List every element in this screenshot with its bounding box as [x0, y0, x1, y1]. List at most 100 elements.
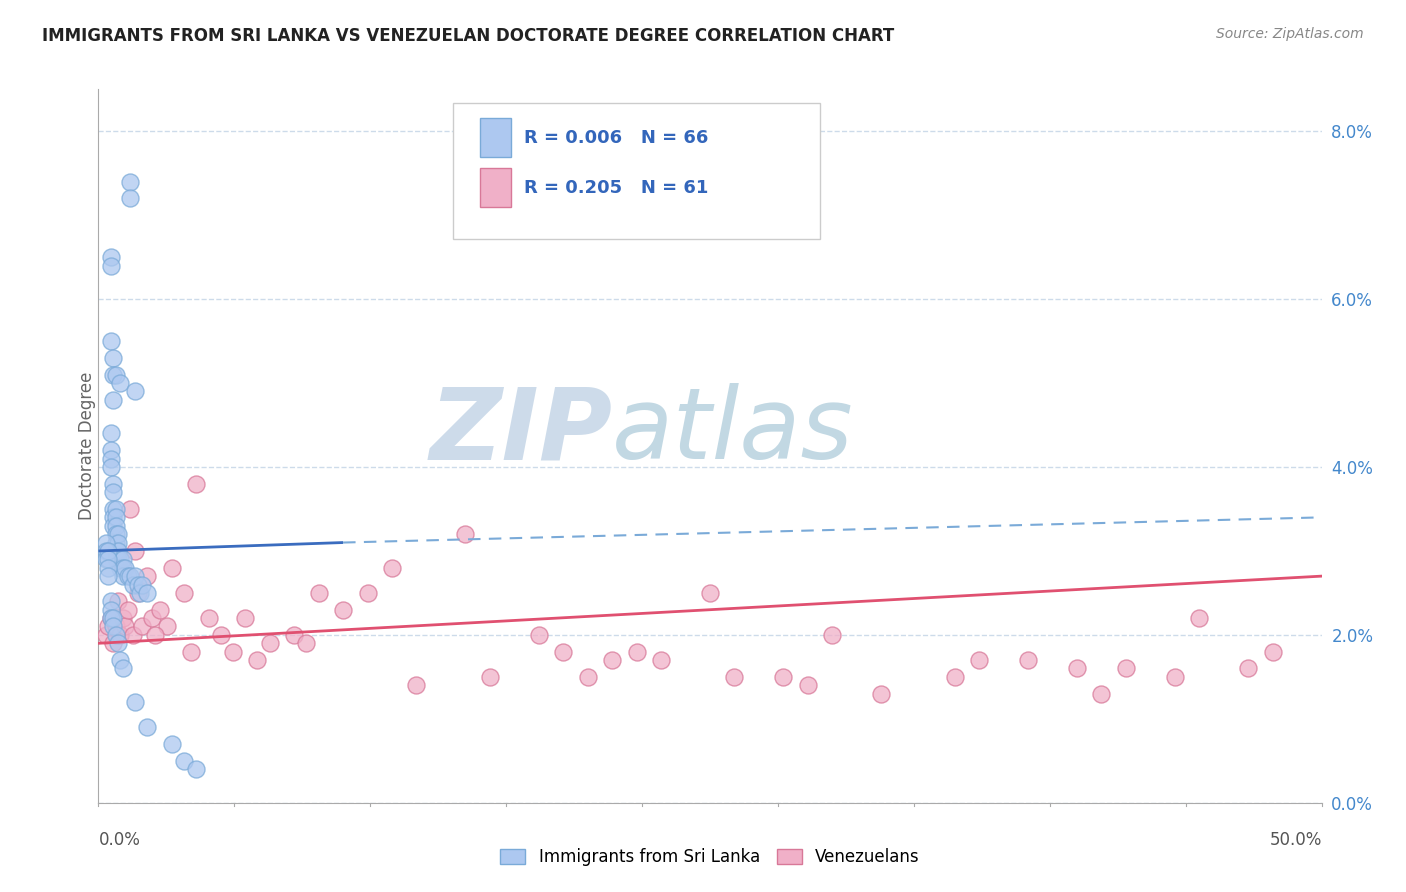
Point — [180, 645, 202, 659]
Point — [381, 560, 404, 574]
Point — [797, 678, 820, 692]
Point — [107, 527, 129, 541]
Point — [111, 569, 134, 583]
Point — [1164, 670, 1187, 684]
Point — [107, 636, 129, 650]
Point — [650, 653, 672, 667]
Point — [233, 611, 256, 625]
Point — [967, 653, 990, 667]
Point — [1115, 661, 1137, 675]
Y-axis label: Doctorate Degree: Doctorate Degree — [79, 372, 96, 520]
Point — [186, 476, 208, 491]
Point — [160, 560, 183, 574]
Point — [149, 603, 172, 617]
Point — [107, 594, 129, 608]
Point — [111, 611, 134, 625]
Point — [100, 603, 122, 617]
Point — [107, 544, 129, 558]
Point — [527, 628, 550, 642]
Point — [97, 544, 120, 558]
Point — [94, 535, 117, 549]
Point — [553, 645, 575, 659]
Point — [104, 527, 127, 541]
Point — [209, 628, 232, 642]
Point — [100, 259, 122, 273]
Point — [197, 611, 219, 625]
Point — [111, 661, 134, 675]
Point — [160, 737, 183, 751]
Point — [295, 636, 318, 650]
Point — [120, 569, 142, 583]
Point — [1261, 645, 1284, 659]
Point — [104, 619, 127, 633]
Text: 0.0%: 0.0% — [98, 831, 141, 849]
Point — [104, 510, 127, 524]
Text: IMMIGRANTS FROM SRI LANKA VS VENEZUELAN DOCTORATE DEGREE CORRELATION CHART: IMMIGRANTS FROM SRI LANKA VS VENEZUELAN … — [42, 27, 894, 45]
Point — [101, 619, 124, 633]
Point — [110, 628, 132, 642]
Text: atlas: atlas — [612, 384, 853, 480]
Point — [114, 619, 136, 633]
Point — [772, 670, 794, 684]
Text: R = 0.205   N = 61: R = 0.205 N = 61 — [524, 178, 709, 196]
Point — [117, 603, 139, 617]
Point — [94, 544, 117, 558]
Point — [100, 451, 122, 466]
Point — [104, 502, 127, 516]
Point — [101, 368, 124, 382]
Point — [100, 334, 122, 348]
Point — [131, 577, 153, 591]
Point — [1066, 661, 1088, 675]
Point — [626, 645, 648, 659]
Point — [101, 392, 124, 407]
Point — [110, 560, 132, 574]
Point — [332, 603, 354, 617]
Point — [97, 560, 120, 574]
Point — [101, 636, 124, 650]
Point — [222, 645, 245, 659]
Point — [1188, 611, 1211, 625]
Point — [100, 611, 122, 625]
Point — [124, 384, 146, 399]
Point — [821, 628, 844, 642]
Point — [107, 535, 129, 549]
Legend: Immigrants from Sri Lanka, Venezuelans: Immigrants from Sri Lanka, Venezuelans — [494, 842, 927, 873]
FancyBboxPatch shape — [479, 168, 510, 207]
Point — [136, 569, 159, 583]
Point — [283, 628, 305, 642]
Point — [101, 502, 124, 516]
Point — [124, 569, 146, 583]
Point — [405, 678, 427, 692]
Point — [120, 191, 142, 205]
Point — [111, 552, 134, 566]
Point — [356, 586, 378, 600]
Point — [97, 552, 120, 566]
Point — [94, 552, 117, 566]
Point — [723, 670, 745, 684]
Point — [104, 552, 127, 566]
Point — [101, 485, 124, 500]
Point — [124, 544, 146, 558]
FancyBboxPatch shape — [479, 118, 510, 157]
Point — [600, 653, 623, 667]
Point — [173, 586, 195, 600]
Point — [141, 611, 163, 625]
Point — [143, 628, 166, 642]
Point — [104, 535, 127, 549]
Point — [97, 569, 120, 583]
Point — [117, 569, 139, 583]
Point — [699, 586, 721, 600]
Point — [136, 586, 159, 600]
Point — [173, 754, 195, 768]
Point — [1017, 653, 1039, 667]
Point — [101, 510, 124, 524]
Point — [120, 502, 142, 516]
Point — [110, 653, 132, 667]
Point — [100, 611, 122, 625]
Point — [110, 376, 132, 390]
Point — [107, 552, 129, 566]
FancyBboxPatch shape — [453, 103, 820, 239]
Point — [121, 577, 143, 591]
Point — [124, 695, 146, 709]
Point — [101, 518, 124, 533]
